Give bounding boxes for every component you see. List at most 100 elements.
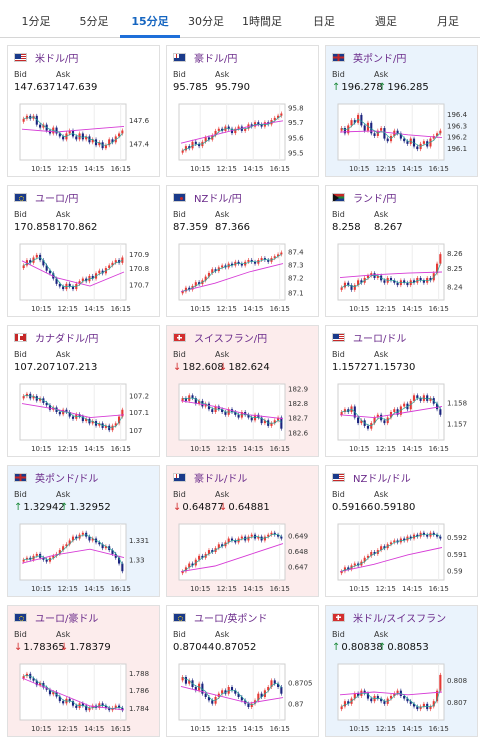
tab-1[interactable]: 1分足 xyxy=(21,15,51,28)
mini-chart[interactable]: 10:15 12:15 14:15 16:15 95.8 95.7 95.6 95.5 xyxy=(173,98,317,176)
candle xyxy=(118,705,121,708)
candle xyxy=(234,412,237,415)
candle xyxy=(237,693,240,697)
pair-name[interactable]: ユーロ/英ポンド xyxy=(194,613,268,625)
mini-chart[interactable]: 10:15 12:15 14:15 16:15 8.26 8.25 8.24 xyxy=(332,238,476,316)
pair-name[interactable]: 豪ドル/ドル xyxy=(194,473,248,485)
candle xyxy=(277,115,280,118)
rate-card[interactable]: スイスフラン/円 Bid Ask ↓182.608 ↓182.624 10:15 12:15… xyxy=(166,325,319,457)
candle xyxy=(22,676,25,679)
tab-6[interactable]: 日足 xyxy=(313,15,335,28)
rate-card[interactable]: 米ドル/円 Bid Ask 147.637 147.639 10:15 12:15 14:15… xyxy=(7,45,160,177)
mini-chart[interactable]: 10:15 12:15 14:15 16:15 196.4 196.3 196.2 196.1 xyxy=(332,98,476,176)
pair-name[interactable]: NZドル/円 xyxy=(194,193,242,205)
tab-7[interactable]: 週足 xyxy=(375,15,397,28)
mini-chart[interactable]: 10:15 12:15 14:15 16:15 0.649 0.648 0.647 xyxy=(173,518,317,596)
pair-name[interactable]: ユーロ/豪ドル xyxy=(35,613,99,625)
tab-3[interactable]: 15分足 xyxy=(120,0,180,38)
rate-card[interactable]: ユーロ/英ポンド Bid Ask 0.87044 0.87052 10:15 12:15 14… xyxy=(166,605,319,737)
rate-card[interactable]: 米ドル/スイスフラン Bid Ask ↑0.80838 ↑0.80853 10:15 12:… xyxy=(325,605,478,737)
mini-chart[interactable]: 10:15 12:15 14:15 16:15 1.331 1.33 xyxy=(14,518,158,596)
tab-4[interactable]: 30分足 xyxy=(188,15,224,28)
rate-card[interactable]: ユーロ/円 Bid Ask 170.858 170.862 10:15 12:15 14:15… xyxy=(7,185,160,317)
ask-label: Ask xyxy=(374,630,389,639)
mini-chart[interactable]: 10:15 12:15 14:15 16:15 0.8705 0.87 xyxy=(173,658,317,736)
rate-card[interactable]: ユーロ/豪ドル Bid Ask ↓1.78365 ↓1.78379 10:15 12:15 1… xyxy=(7,605,160,737)
candle xyxy=(366,275,370,278)
pair-name[interactable]: 英ポンド/ドル xyxy=(35,473,99,485)
pair-name[interactable]: スイスフラン/円 xyxy=(194,333,268,345)
candlestick-chart: 10:15 12:15 14:15 16:15 1.788 1.786 1.784 xyxy=(19,663,150,733)
candle xyxy=(194,141,197,144)
ask-label: Ask xyxy=(374,490,389,499)
tab-8[interactable]: 月足 xyxy=(437,15,459,28)
bid-value: ↑0.80838 xyxy=(332,642,383,653)
time-tick-label: 12:15 xyxy=(217,725,237,733)
candle xyxy=(184,287,187,292)
candle xyxy=(247,259,250,262)
candle xyxy=(91,421,94,424)
candle xyxy=(71,416,75,419)
card-title: 豪ドル/ドル xyxy=(173,470,248,485)
mini-chart[interactable]: 10:15 12:15 14:15 16:15 1.158 1.157 xyxy=(332,378,476,456)
mini-chart[interactable]: 10:15 12:15 14:15 16:15 1.788 1.786 1.784 xyxy=(14,658,158,736)
ask-number: 182.624 xyxy=(228,362,270,373)
card-title: カナダドル/円 xyxy=(14,330,99,345)
pair-name[interactable]: 英ポンド/円 xyxy=(353,53,407,65)
rate-card[interactable]: NZドル/円 Bid Ask 87.359 87.366 10:15 12:15 14:15 1… xyxy=(166,185,319,317)
price-tick-label: 1.786 xyxy=(129,687,150,695)
tab-2[interactable]: 5分足 xyxy=(79,15,109,28)
rate-card[interactable]: ランド/円 Bid Ask 8.258 8.267 10:15 12:15 14:15 16:1… xyxy=(325,185,478,317)
time-tick-label: 14:15 xyxy=(243,725,263,733)
candle xyxy=(343,567,346,572)
pair-name[interactable]: 米ドル/スイスフラン xyxy=(353,613,447,625)
rate-card[interactable]: 英ポンド/ドル Bid Ask ↑1.32942 ↑1.32952 10:15 12:15 1… xyxy=(7,465,160,597)
candle xyxy=(224,412,227,415)
pair-name[interactable]: カナダドル/円 xyxy=(35,333,99,345)
rate-card[interactable]: 豪ドル/ドル Bid Ask ↓0.64877 ↓0.64881 10:15 12:15 14… xyxy=(166,465,319,597)
candle xyxy=(118,557,121,564)
tab-5[interactable]: 1時間足 xyxy=(242,15,282,28)
pair-name[interactable]: ユーロ/ドル xyxy=(353,333,407,345)
mini-chart[interactable]: 10:15 12:15 14:15 16:15 147.6 147.4 xyxy=(14,98,158,176)
candle xyxy=(52,692,55,695)
time-tick-label: 14:15 xyxy=(402,725,422,733)
mini-chart[interactable]: 10:15 12:15 14:15 16:15 87.4 87.3 87.2 87.1 xyxy=(173,238,317,316)
card-title: ユーロ/英ポンド xyxy=(173,610,268,625)
pair-name[interactable]: ユーロ/円 xyxy=(35,193,79,205)
pair-name[interactable]: ランド/円 xyxy=(353,193,397,205)
moving-average-line xyxy=(180,543,284,573)
rate-card[interactable]: 豪ドル/円 Bid Ask 95.785 95.790 10:15 12:15 14:15 16… xyxy=(166,45,319,177)
candle xyxy=(257,536,260,539)
rate-card[interactable]: ユーロ/ドル Bid Ask 1.15727 1.15730 10:15 12:15 14:1… xyxy=(325,325,478,457)
rate-card[interactable]: NZドル/ドル Bid Ask 0.59166 0.59180 10:15 12:15 14:… xyxy=(325,465,478,597)
candle xyxy=(412,138,416,147)
bid-label: Bid xyxy=(14,490,27,499)
time-tick-label: 12:15 xyxy=(58,165,78,173)
candle xyxy=(114,705,117,708)
moving-average-line xyxy=(339,547,443,573)
candle xyxy=(366,425,370,429)
time-tick-label: 16:15 xyxy=(111,305,131,313)
mini-chart[interactable]: 10:15 12:15 14:15 16:15 107.2 107.1 107 xyxy=(14,378,158,456)
pair-name[interactable]: 豪ドル/円 xyxy=(194,53,238,65)
candle xyxy=(35,553,38,556)
rate-card[interactable]: カナダドル/円 Bid Ask 107.207 107.213 10:15 12:15 14:… xyxy=(7,325,160,457)
time-tick-label: 16:15 xyxy=(429,725,449,733)
candle xyxy=(436,534,439,537)
mini-chart[interactable]: 10:15 12:15 14:15 16:15 182.9 182.8 182.7 182.6 xyxy=(173,378,317,456)
candle xyxy=(370,698,373,702)
mini-chart[interactable]: 10:15 12:15 14:15 16:15 0.592 0.591 0.59 xyxy=(332,518,476,596)
mini-chart[interactable]: 10:15 12:15 14:15 16:15 170.9 170.8 170.7 xyxy=(14,238,158,316)
candle xyxy=(422,141,425,144)
price-tick-label: 87.2 xyxy=(288,275,304,283)
candle xyxy=(273,420,276,424)
candle xyxy=(39,682,42,686)
pair-name[interactable]: NZドル/ドル xyxy=(353,473,411,485)
mini-chart[interactable]: 10:15 12:15 14:15 16:15 0.808 0.807 xyxy=(332,658,476,736)
ask-value: ↓182.624 xyxy=(219,362,270,373)
bid-value: 0.59166 xyxy=(332,502,373,513)
rate-card[interactable]: 英ポンド/円 Bid Ask ↑196.278 ↑196.285 10:15 12:15 14… xyxy=(325,45,478,177)
pair-name[interactable]: 米ドル/円 xyxy=(35,53,79,65)
bid-number: 0.59166 xyxy=(332,502,374,513)
